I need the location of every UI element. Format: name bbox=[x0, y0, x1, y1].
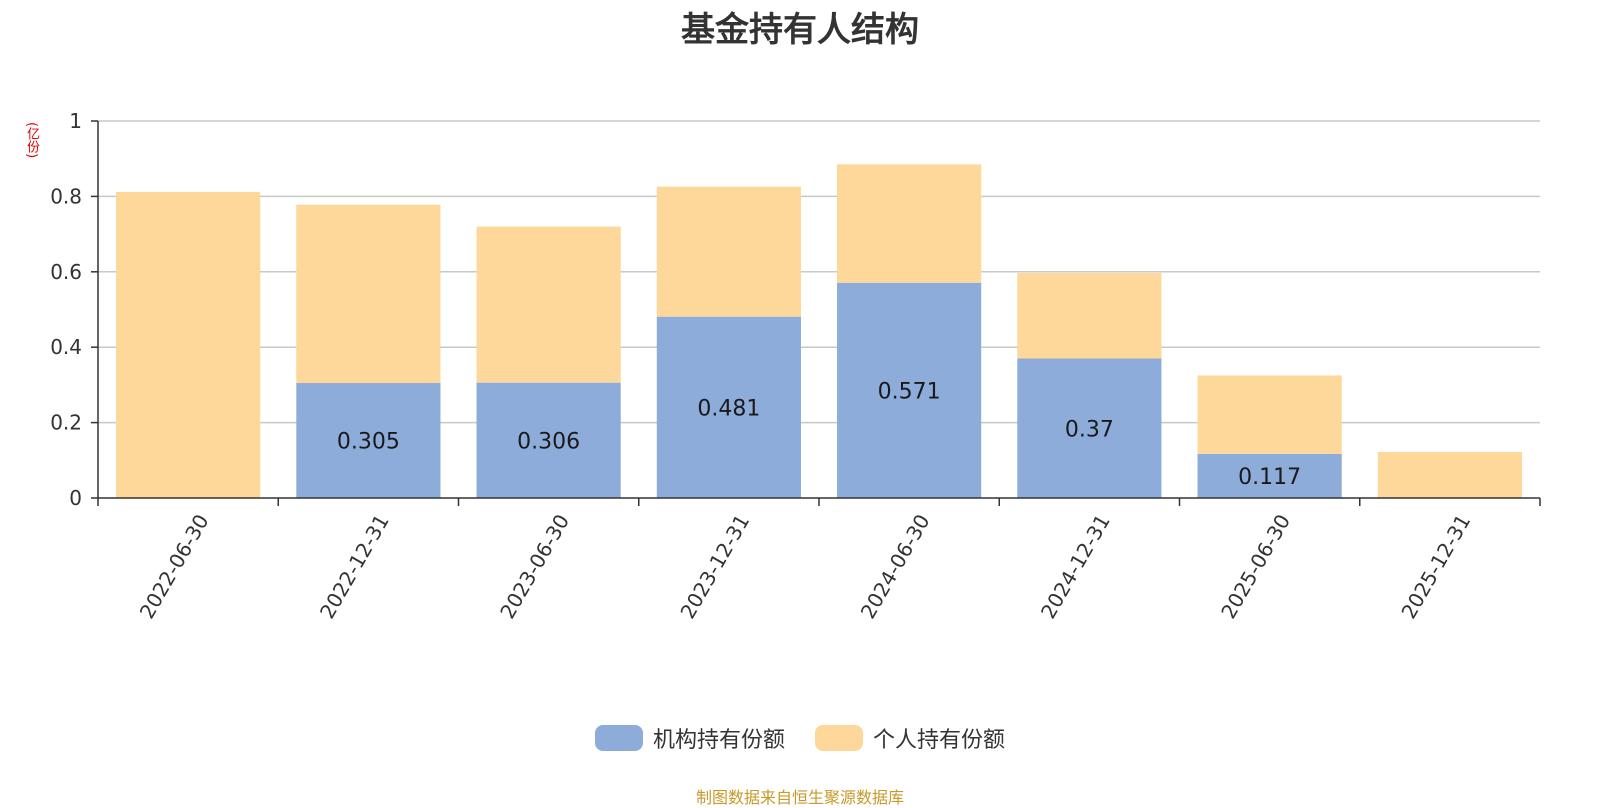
y-tick-label: 0.6 bbox=[50, 260, 82, 284]
x-tick-label: 2022-12-31 bbox=[315, 510, 394, 623]
bar-value-label: 0.37 bbox=[1065, 417, 1114, 442]
bar-individual-2024-12-31[interactable] bbox=[1017, 272, 1162, 359]
legend-swatch-institutional bbox=[594, 725, 643, 751]
legend-label-individual: 个人持有份额 bbox=[873, 728, 1006, 753]
bars bbox=[116, 164, 1522, 498]
chart-title: 基金持有人结构 bbox=[681, 10, 919, 50]
y-tick-label: 0 bbox=[69, 486, 82, 510]
bar-value-label: 0.481 bbox=[697, 396, 760, 421]
bar-institutional-2025-06-30[interactable] bbox=[1197, 453, 1342, 498]
bar-value-label: 0.306 bbox=[517, 429, 580, 454]
bar-individual-2022-12-31[interactable] bbox=[296, 204, 441, 384]
x-tick-label: 2023-12-31 bbox=[675, 510, 754, 623]
axes bbox=[91, 120, 1541, 506]
legend-item-institutional[interactable]: 机构持有份额 bbox=[594, 722, 785, 754]
y-axis-unit-label: (亿份) bbox=[24, 122, 39, 159]
x-tick-label: 2022-06-30 bbox=[135, 510, 214, 623]
x-tick-label: 2025-12-31 bbox=[1396, 510, 1475, 623]
legend-swatch-individual bbox=[815, 725, 863, 751]
legend-item-individual[interactable]: 个人持有份额 bbox=[815, 722, 1005, 754]
x-tick-label: 2024-06-30 bbox=[856, 510, 935, 623]
bar-individual-2023-12-31[interactable] bbox=[656, 186, 801, 317]
bar-institutional-2023-06-30[interactable] bbox=[476, 382, 621, 498]
x-tick-label: 2025-06-30 bbox=[1216, 510, 1295, 623]
bar-value-label: 0.305 bbox=[337, 430, 400, 455]
bar-institutional-2023-12-31[interactable] bbox=[656, 316, 801, 498]
bar-institutional-2024-06-30[interactable] bbox=[837, 282, 982, 498]
y-tick-label: 1 bbox=[69, 109, 82, 133]
legend: 机构持有份额 个人持有份额 bbox=[0, 722, 1600, 754]
bar-individual-2022-06-30[interactable] bbox=[116, 191, 261, 498]
bar-value-label: 0.117 bbox=[1238, 465, 1301, 490]
bar-individual-2023-06-30[interactable] bbox=[476, 226, 621, 383]
bar-individual-2024-06-30[interactable] bbox=[837, 164, 982, 283]
y-tick-label: 0.4 bbox=[50, 335, 82, 359]
data-source-footer: 制图数据来自恒生聚源数据库 bbox=[695, 788, 904, 807]
y-tick-label: 0.8 bbox=[50, 184, 82, 208]
legend-label-institutional: 机构持有份额 bbox=[652, 728, 785, 753]
bar-individual-2025-12-31[interactable] bbox=[1377, 452, 1522, 498]
bar-institutional-2024-12-31[interactable] bbox=[1017, 358, 1162, 498]
y-tick-label: 0.2 bbox=[50, 411, 82, 435]
x-tick-label: 2023-06-30 bbox=[495, 510, 574, 623]
bar-institutional-2022-12-31[interactable] bbox=[296, 383, 441, 498]
x-tick-label: 2024-12-31 bbox=[1036, 510, 1115, 623]
bar-individual-2025-06-30[interactable] bbox=[1197, 375, 1342, 454]
bar-value-label: 0.571 bbox=[878, 379, 941, 404]
